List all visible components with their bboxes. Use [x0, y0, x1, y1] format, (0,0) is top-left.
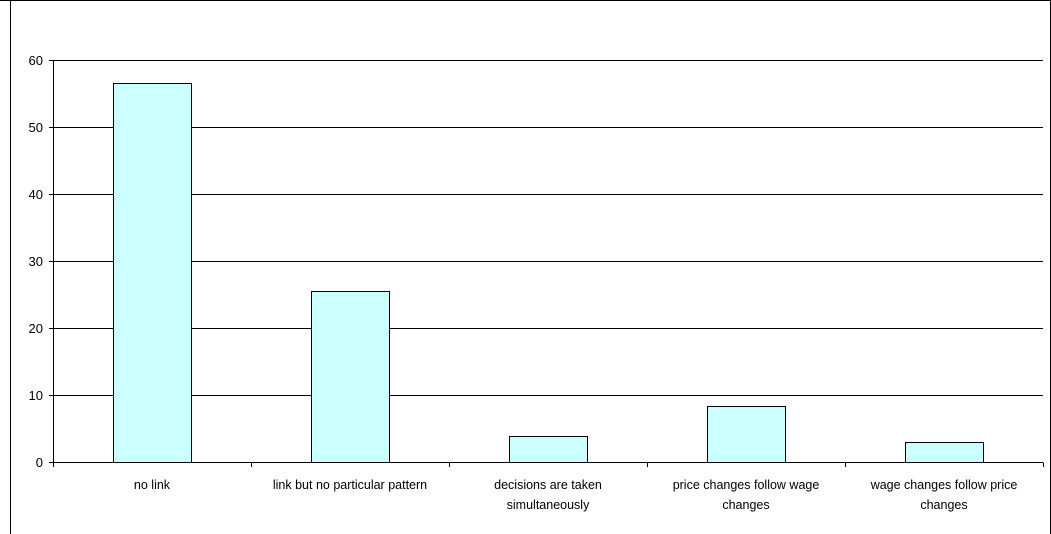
category-label: simultaneously — [507, 498, 590, 512]
gridlines — [53, 60, 1043, 396]
axes — [49, 60, 1044, 467]
y-tick-label: 10 — [29, 388, 43, 403]
bar — [113, 83, 192, 463]
category-label: changes — [722, 498, 769, 512]
bar — [509, 436, 588, 463]
bar — [707, 406, 786, 463]
category-label: wage changes follow price — [870, 478, 1018, 492]
y-tick-labels: 0 10 20 30 40 50 60 — [29, 53, 43, 470]
y-tick-label: 60 — [29, 53, 43, 68]
bars — [113, 83, 984, 463]
y-tick-label: 0 — [36, 455, 43, 470]
category-label: link but no particular pattern — [273, 478, 427, 492]
y-tick-label: 30 — [29, 254, 43, 269]
y-tick-label: 50 — [29, 120, 43, 135]
category-labels: no link link but no particular pattern dec… — [134, 478, 1017, 512]
y-tick-label: 40 — [29, 187, 43, 202]
bar — [905, 442, 984, 463]
category-label: price changes follow wage — [673, 478, 820, 492]
category-label: changes — [920, 498, 967, 512]
bar — [311, 291, 390, 463]
category-label: decisions are taken — [494, 478, 602, 492]
y-tick-label: 20 — [29, 321, 43, 336]
category-label: no link — [134, 478, 171, 492]
